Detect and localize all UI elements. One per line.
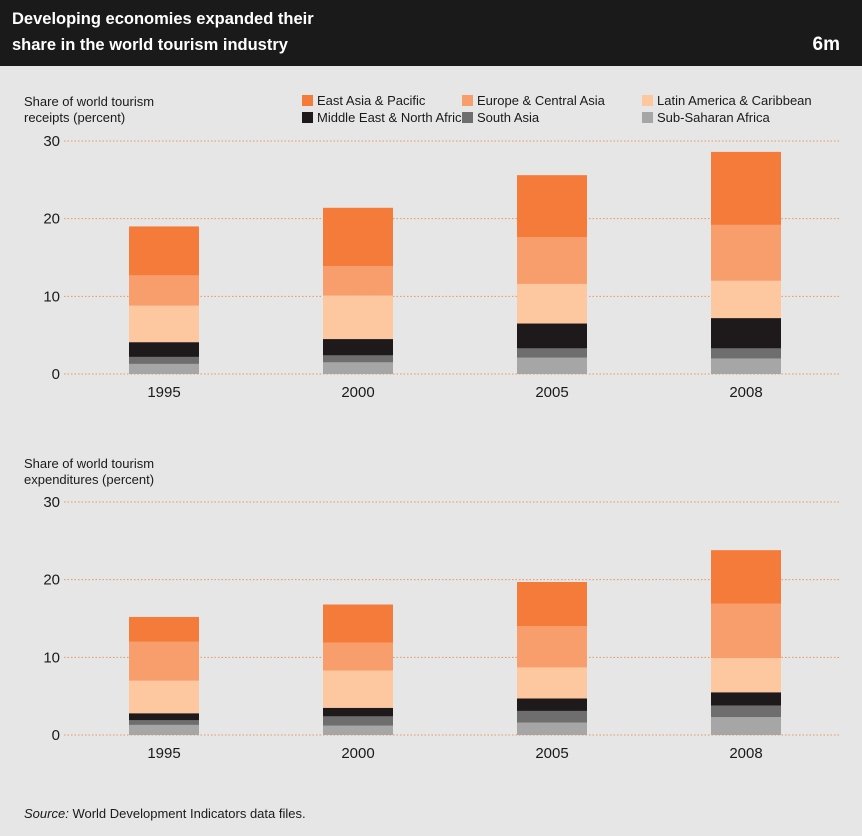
bar-segment — [711, 692, 781, 706]
source-label: Source: — [24, 806, 69, 821]
x-tick-label: 2005 — [535, 745, 568, 762]
bar-segment — [517, 710, 587, 723]
bar-segment — [711, 224, 781, 281]
bar-segment — [323, 295, 393, 340]
y-tick-label: 30 — [43, 494, 60, 511]
bar-segment — [323, 716, 393, 726]
legend-label: Sub-Saharan Africa — [657, 110, 771, 125]
bar-segment — [711, 705, 781, 718]
y-tick-label: 0 — [52, 727, 60, 744]
y-axis-label-line-2: receipts (percent) — [24, 110, 125, 125]
bar-segment — [517, 323, 587, 349]
y-axis-label-line-1: Share of world tourism — [24, 94, 154, 109]
y-tick-label: 20 — [43, 572, 60, 589]
bar-segment — [323, 362, 393, 374]
bar-segment — [517, 237, 587, 284]
bar-segment — [323, 266, 393, 296]
legend-swatch — [302, 95, 313, 106]
bar-segment — [711, 318, 781, 349]
legend-label: East Asia & Pacific — [317, 93, 426, 108]
bar-segment — [129, 305, 199, 343]
bar-segment — [129, 226, 199, 276]
legend-label: South Asia — [477, 110, 540, 125]
x-tick-label: 2008 — [729, 384, 762, 401]
title-line-2: share in the world tourism industry — [12, 36, 288, 54]
bar-segment — [323, 355, 393, 363]
bar-segment — [129, 275, 199, 306]
legend-swatch — [462, 95, 473, 106]
bar-segment — [129, 363, 199, 374]
x-tick-label: 1995 — [147, 384, 180, 401]
x-tick-label: 1995 — [147, 745, 180, 762]
bar-segment — [129, 641, 199, 681]
y-axis-label-line-1: Share of world tourism — [24, 456, 154, 471]
bar-segment — [711, 658, 781, 693]
x-tick-label: 2000 — [341, 384, 374, 401]
source-note: Source: World Development Indicators dat… — [24, 806, 306, 821]
bar-segment — [129, 616, 199, 642]
figure-code: 6m — [812, 34, 840, 55]
source-text: World Development Indicators data files. — [72, 806, 306, 821]
y-tick-label: 30 — [43, 133, 60, 150]
bar-segment — [323, 339, 393, 356]
legend-label: Middle East & North Africa — [317, 110, 469, 125]
bar-segment — [711, 280, 781, 319]
legend-swatch — [642, 95, 653, 106]
bar-segment — [711, 603, 781, 659]
bar-segment — [129, 342, 199, 357]
bar-segment — [129, 724, 199, 735]
title-line-1: Developing economies expanded their — [12, 10, 314, 28]
bar-segment — [517, 581, 587, 627]
legend-swatch — [462, 112, 473, 123]
bar-segment — [517, 626, 587, 668]
bar-segment — [711, 348, 781, 359]
chart-header: Developing economies expanded their shar… — [0, 0, 862, 66]
bar-segment — [517, 698, 587, 711]
bar-segment — [323, 604, 393, 643]
bar-segment — [323, 207, 393, 267]
y-tick-label: 10 — [43, 649, 60, 666]
bar-segment — [323, 642, 393, 671]
bar-segment — [323, 707, 393, 717]
bar-segment — [129, 356, 199, 364]
bar-segment — [711, 717, 781, 735]
bar-segment — [323, 670, 393, 708]
y-tick-label: 10 — [43, 288, 60, 305]
x-tick-label: 2000 — [341, 745, 374, 762]
bar-segment — [129, 680, 199, 714]
bar-segment — [129, 720, 199, 725]
bar-segment — [711, 358, 781, 374]
legend-label: Europe & Central Asia — [477, 93, 606, 108]
y-axis-label-line-2: expenditures (percent) — [24, 472, 154, 487]
chart-title: Developing economies expanded their shar… — [12, 6, 612, 58]
legend-swatch — [642, 112, 653, 123]
bar-segment — [711, 151, 781, 225]
legend-label: Latin America & Caribbean — [657, 93, 812, 108]
bar-segment — [711, 550, 781, 604]
bar-segment — [517, 357, 587, 374]
bar-segment — [517, 348, 587, 358]
y-tick-label: 20 — [43, 211, 60, 228]
bar-segment — [323, 725, 393, 735]
bar-segment — [517, 175, 587, 238]
y-tick-label: 0 — [52, 366, 60, 383]
x-tick-label: 2005 — [535, 384, 568, 401]
bar-segment — [517, 283, 587, 324]
bar-segment — [517, 667, 587, 699]
bar-segment — [517, 722, 587, 735]
legend-swatch — [302, 112, 313, 123]
x-tick-label: 2008 — [729, 745, 762, 762]
bar-segment — [129, 713, 199, 721]
